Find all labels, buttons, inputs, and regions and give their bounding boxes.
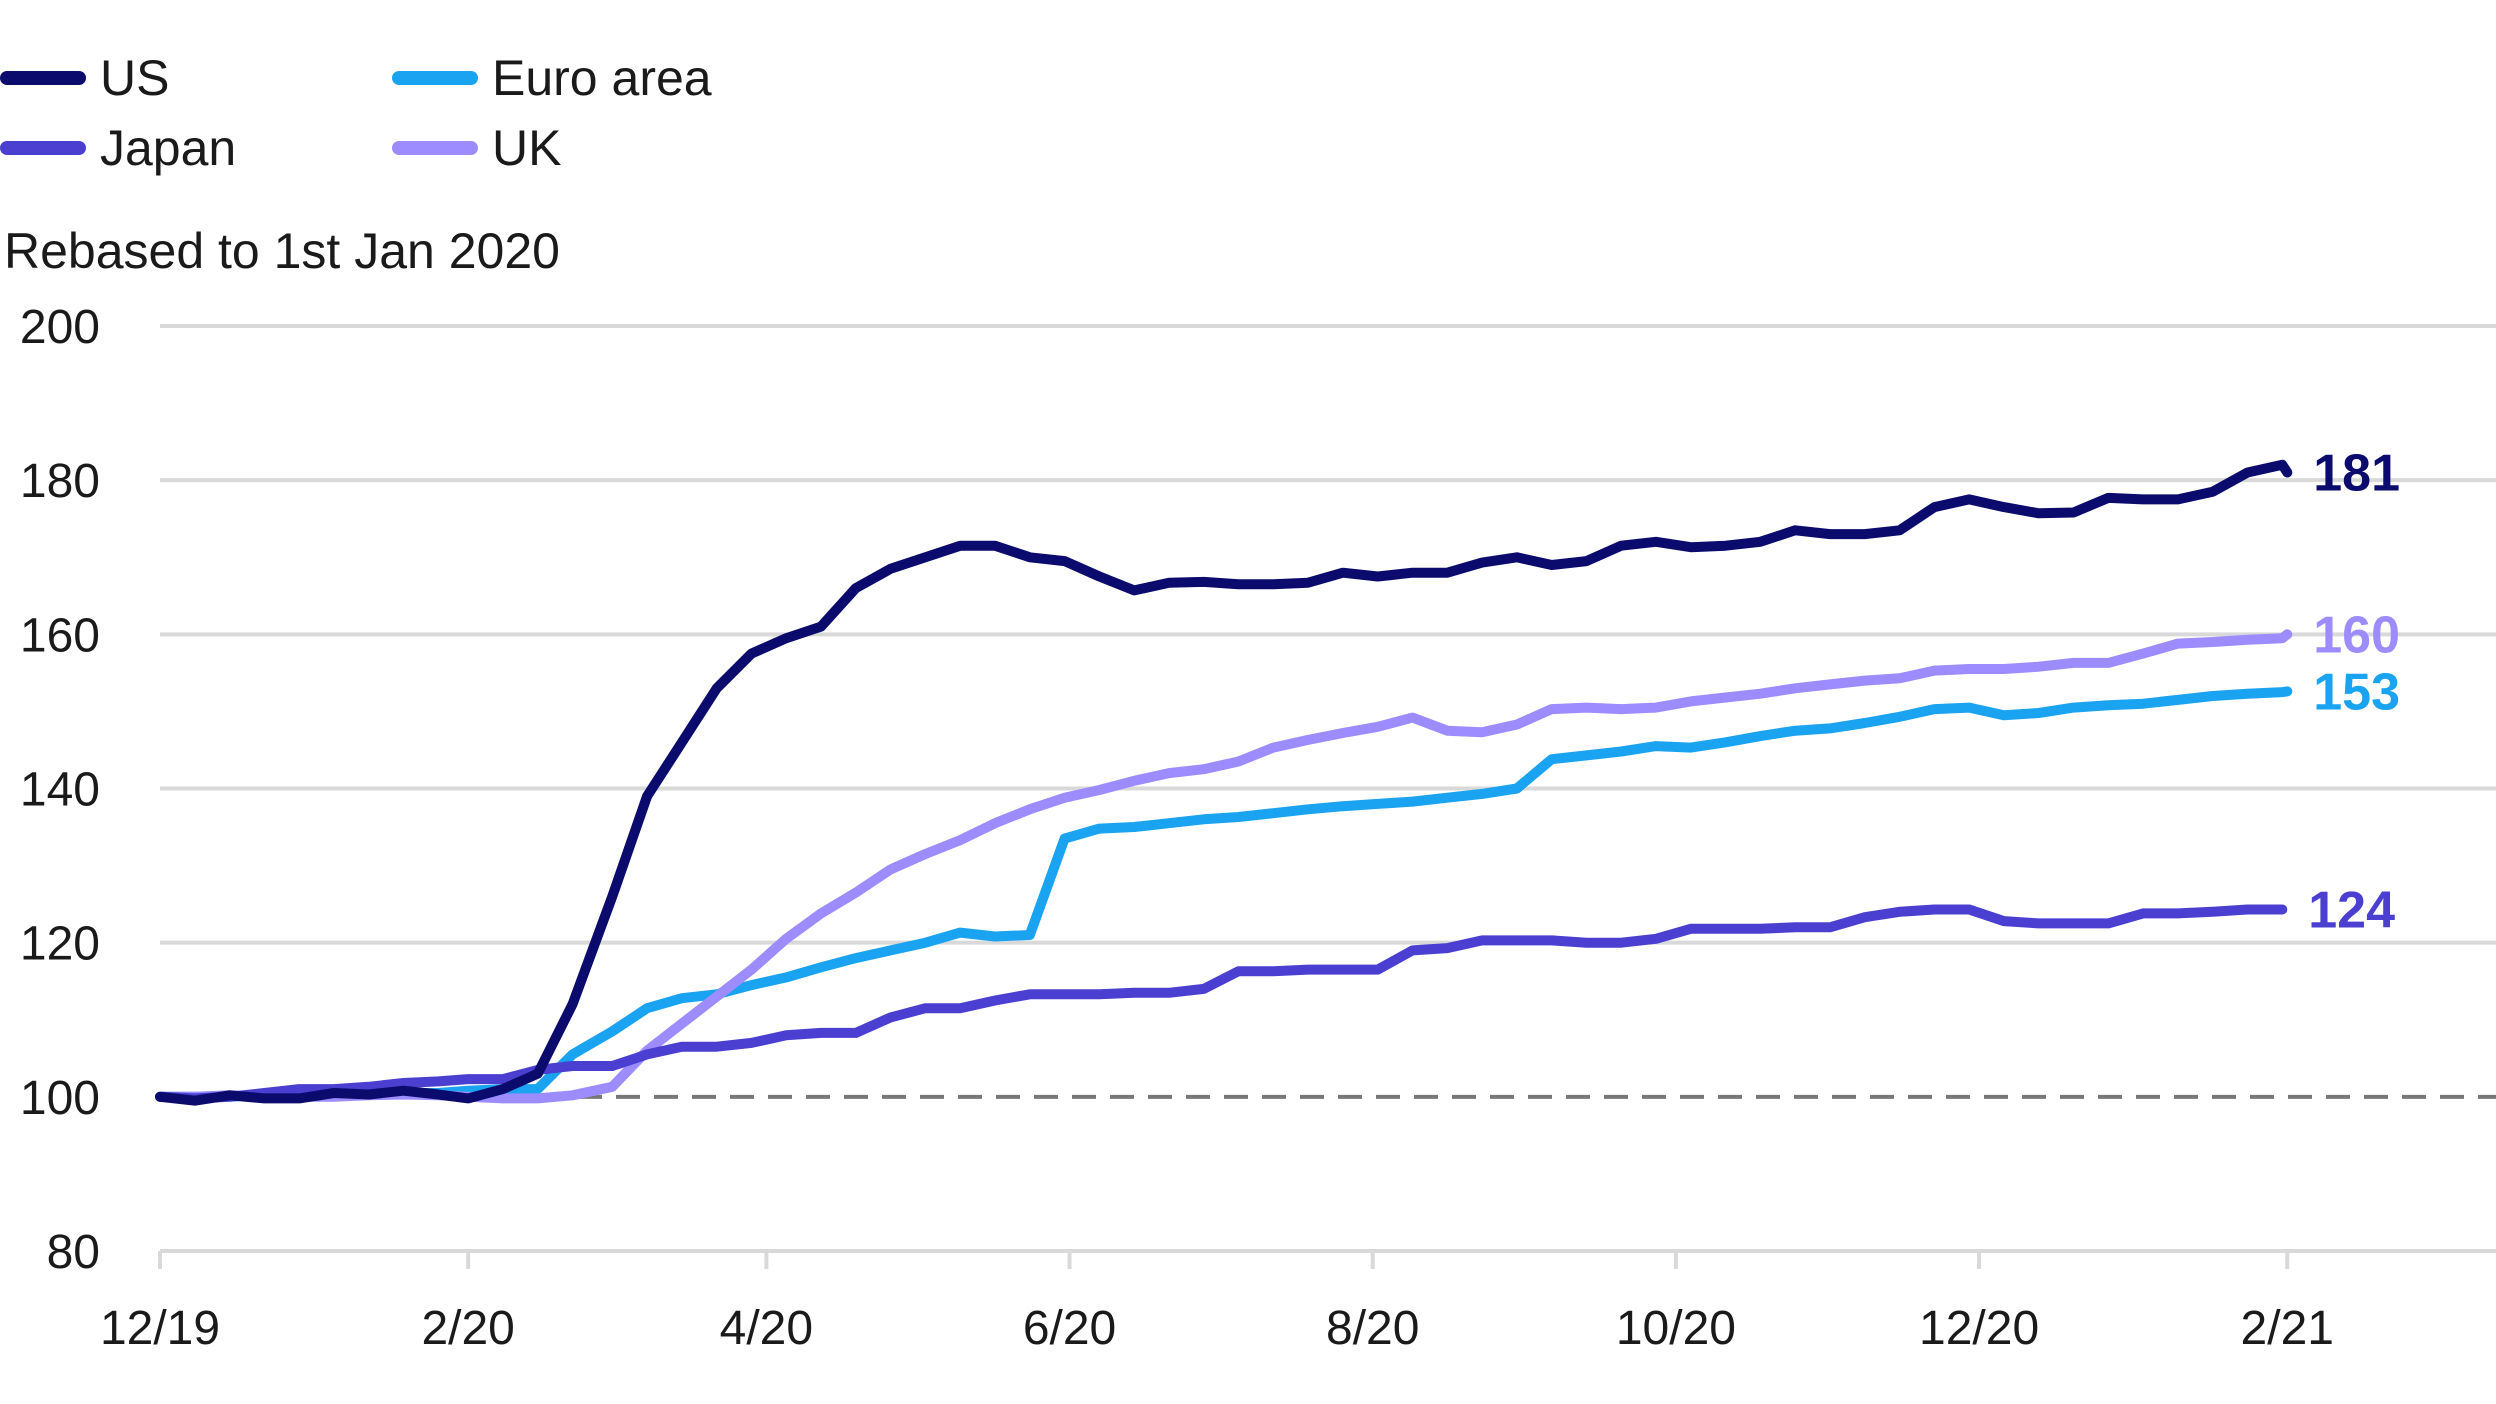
legend-label-us: US — [100, 50, 170, 106]
y-tick-label-120: 120 — [20, 918, 100, 971]
x-tick-label-0: 12/19 — [100, 1302, 220, 1355]
legend-swatch-us — [0, 71, 86, 85]
legend-item-japan: Japan — [0, 118, 236, 178]
series-line-us — [155, 459, 2293, 1106]
y-tick-label-80: 80 — [47, 1226, 100, 1279]
x-tick-label-6: 12/20 — [1919, 1302, 2039, 1355]
y-tick-label-200: 200 — [20, 301, 100, 354]
legend-label-euro-area: Euro area — [492, 50, 712, 106]
legend: US Euro area Japan UK — [0, 40, 800, 190]
y-tick-label-180: 180 — [20, 455, 100, 508]
x-tick-label-5: 10/20 — [1616, 1302, 1736, 1355]
legend-label-uk: UK — [492, 120, 562, 176]
legend-label-japan: Japan — [100, 120, 237, 176]
end-label-japan: 124 — [2308, 882, 2395, 940]
x-tick-label-3: 6/20 — [1023, 1302, 1116, 1355]
x-tick-label-1: 2/20 — [421, 1302, 514, 1355]
gridlines — [160, 324, 2496, 1253]
series-lines — [155, 459, 2293, 1106]
legend-item-euro-area: Euro area — [392, 48, 712, 108]
end-labels: 181 153 124 160 — [2308, 444, 2400, 939]
y-tick-label-100: 100 — [20, 1072, 100, 1125]
y-tick-label-140: 140 — [20, 764, 100, 817]
x-axis: 12/19 2/20 4/20 6/20 8/20 10/20 12/20 2/21 — [100, 1251, 2334, 1355]
y-axis-ticks: 80 100 120 140 160 180 200 — [20, 301, 100, 1279]
y-axis-label: Rebased to 1st Jan 2020 — [4, 223, 560, 279]
series-line-uk — [155, 629, 2293, 1104]
x-tick-label-4: 8/20 — [1326, 1302, 1419, 1355]
legend-swatch-euro-area — [392, 71, 478, 85]
end-label-euro-area: 153 — [2313, 663, 2400, 721]
y-tick-label-160: 160 — [20, 609, 100, 662]
end-label-us: 181 — [2313, 444, 2400, 502]
series-line-japan — [155, 904, 2288, 1104]
x-tick-label-7: 2/21 — [2241, 1302, 2334, 1355]
legend-swatch-japan — [0, 141, 86, 155]
series-line-euro-area — [155, 686, 2293, 1102]
legend-item-uk: UK — [392, 118, 561, 178]
x-tick-label-2: 4/20 — [720, 1302, 813, 1355]
legend-swatch-uk — [392, 141, 478, 155]
end-label-uk: 160 — [2313, 606, 2400, 664]
legend-item-us: US — [0, 48, 169, 108]
